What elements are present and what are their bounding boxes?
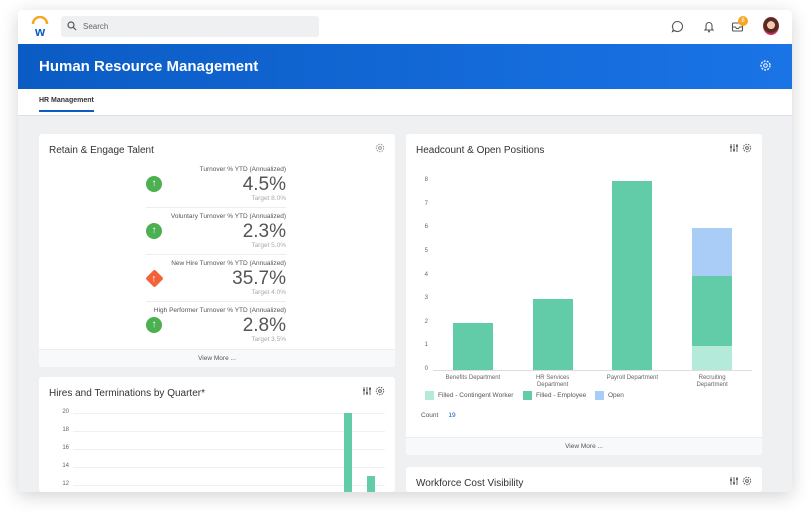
arrow-up-icon: ↑ [146,176,162,192]
page-banner: Human Resource Management [18,44,792,89]
card-title: Workforce Cost Visibility [416,478,524,489]
grid-line [73,413,385,414]
hires-terminations-card: Hires and Terminations by Quarter* 12 14 1… [39,377,395,492]
filter-sliders-icon[interactable] [362,386,372,396]
bar-open[interactable] [692,228,733,276]
legend-swatch [425,391,434,400]
y-tick-label: 8 [424,177,428,184]
grid-line [73,449,385,450]
metric-voluntary-turnover[interactable]: ↑ Voluntary Turnover % YTD (Annualized) … [146,209,286,255]
bar-hires[interactable] [344,413,352,492]
metric-target: Target 8.0% [251,195,286,202]
app-window: w Search 8 Human Resource Management HR … [18,10,792,492]
filter-sliders-icon[interactable] [729,476,739,486]
metric-value: 2.8% [242,315,286,336]
y-tick-label: 0 [424,366,428,372]
gear-icon[interactable] [742,476,752,486]
page-title: Human Resource Management [39,58,259,75]
y-tick-label: 7 [424,200,428,207]
metric-target: Target 4.0% [251,289,286,296]
y-tick-label: 3 [424,295,428,302]
notification-badge: 8 [738,16,748,26]
workday-logo: w [31,16,49,38]
metric-label: Voluntary Turnover % YTD (Annualized) [170,213,286,220]
x-tick-label: Recruiting Department [696,375,728,388]
count-value[interactable]: 19 [448,412,456,419]
gear-icon[interactable] [375,143,385,153]
metric-turnover[interactable]: ↑ Turnover % YTD (Annualized) 4.5% Targe… [146,162,286,208]
grid-line [73,431,385,432]
gear-icon[interactable] [375,386,385,396]
view-more-link[interactable]: View More ... [39,349,395,367]
metric-target: Target 3.5% [251,336,286,343]
card-title: Retain & Engage Talent [49,145,154,156]
y-tick-label: 12 [62,481,69,487]
gear-icon[interactable] [759,59,772,72]
count-label: Count [421,412,439,419]
retain-engage-card: Retain & Engage Talent ↑ Turnover % YTD … [39,134,395,367]
metric-label: High Performer Turnover % YTD (Annualize… [153,307,286,314]
bar-filled-employee[interactable] [692,275,733,347]
search-placeholder: Search [83,22,109,31]
bar-hires[interactable] [367,476,375,492]
legend-swatch [523,391,532,400]
workforce-cost-card: Workforce Cost Visibility [406,467,762,492]
y-tick-label: 18 [62,427,69,433]
y-tick-label: 5 [424,248,428,254]
bell-icon[interactable] [703,20,715,33]
metric-high-performer-turnover[interactable]: ↑ High Performer Turnover % YTD (Annuali… [146,303,286,349]
legend-item[interactable]: Filled - Contingent Worker [425,391,513,400]
headcount-card: Headcount & Open Positions Filled - Cont… [406,134,762,455]
card-title: Headcount & Open Positions [416,145,545,156]
avatar[interactable] [763,17,779,35]
x-tick-label: Payroll Department [606,375,659,381]
search-input[interactable]: Search [61,16,319,37]
metric-label: New Hire Turnover % YTD (Annualized) [171,260,286,267]
bar-filled-employee[interactable] [452,322,493,370]
view-more-link[interactable]: View More ... [406,437,762,455]
y-tick-label: 2 [424,318,428,325]
legend-label: Filled - Contingent Worker [438,392,514,399]
inbox-icon[interactable] [731,20,744,33]
legend-label: Filled - Employee [536,392,587,399]
arrow-up-icon: ↑ [146,223,162,239]
y-tick-label: 14 [62,463,69,469]
y-tick-label: 20 [62,409,69,415]
metric-value: 35.7% [232,268,286,289]
metric-value: 4.5% [242,174,286,195]
gear-icon[interactable] [742,143,752,153]
legend-item[interactable]: Filled - Employee [523,391,586,400]
arrow-up-icon: ↑ [146,317,162,333]
search-icon [67,21,77,31]
tab-bar: HR Management [18,89,792,116]
legend-swatch [595,391,604,400]
metric-label: Turnover % YTD (Annualized) [199,166,286,173]
card-title: Hires and Terminations by Quarter* [49,388,205,399]
legend-item[interactable]: Open [595,391,624,400]
y-tick-label: 16 [62,445,69,451]
count-summary: Count 19 [421,412,456,419]
tab-hr-management[interactable]: HR Management [39,97,94,112]
warning-arrow-icon: ↑ [145,269,164,288]
grid-line [73,467,385,468]
metric-new-hire-turnover[interactable]: ↑ New Hire Turnover % YTD (Annualized) 3… [145,256,286,302]
chat-icon[interactable] [671,20,684,33]
y-tick-label: 4 [424,271,428,278]
x-tick-label: Benefits Department [445,375,501,381]
top-bar: w Search 8 [18,10,792,44]
y-tick-label: 6 [424,224,428,231]
bar-filled-employee[interactable] [532,299,573,370]
svg-text:w: w [34,24,46,38]
bar-filled-contingent-worker[interactable] [692,346,733,370]
metric-value: 2.3% [242,221,286,242]
filter-sliders-icon[interactable] [729,143,739,153]
x-tick-label: HR Services Department [535,375,570,388]
legend-label: Open [608,392,624,399]
x-axis-line [433,370,752,371]
metric-target: Target 5.0% [251,242,286,249]
grid-line [73,485,385,486]
y-tick-label: 1 [424,342,428,349]
bar-filled-employee[interactable] [612,181,653,370]
